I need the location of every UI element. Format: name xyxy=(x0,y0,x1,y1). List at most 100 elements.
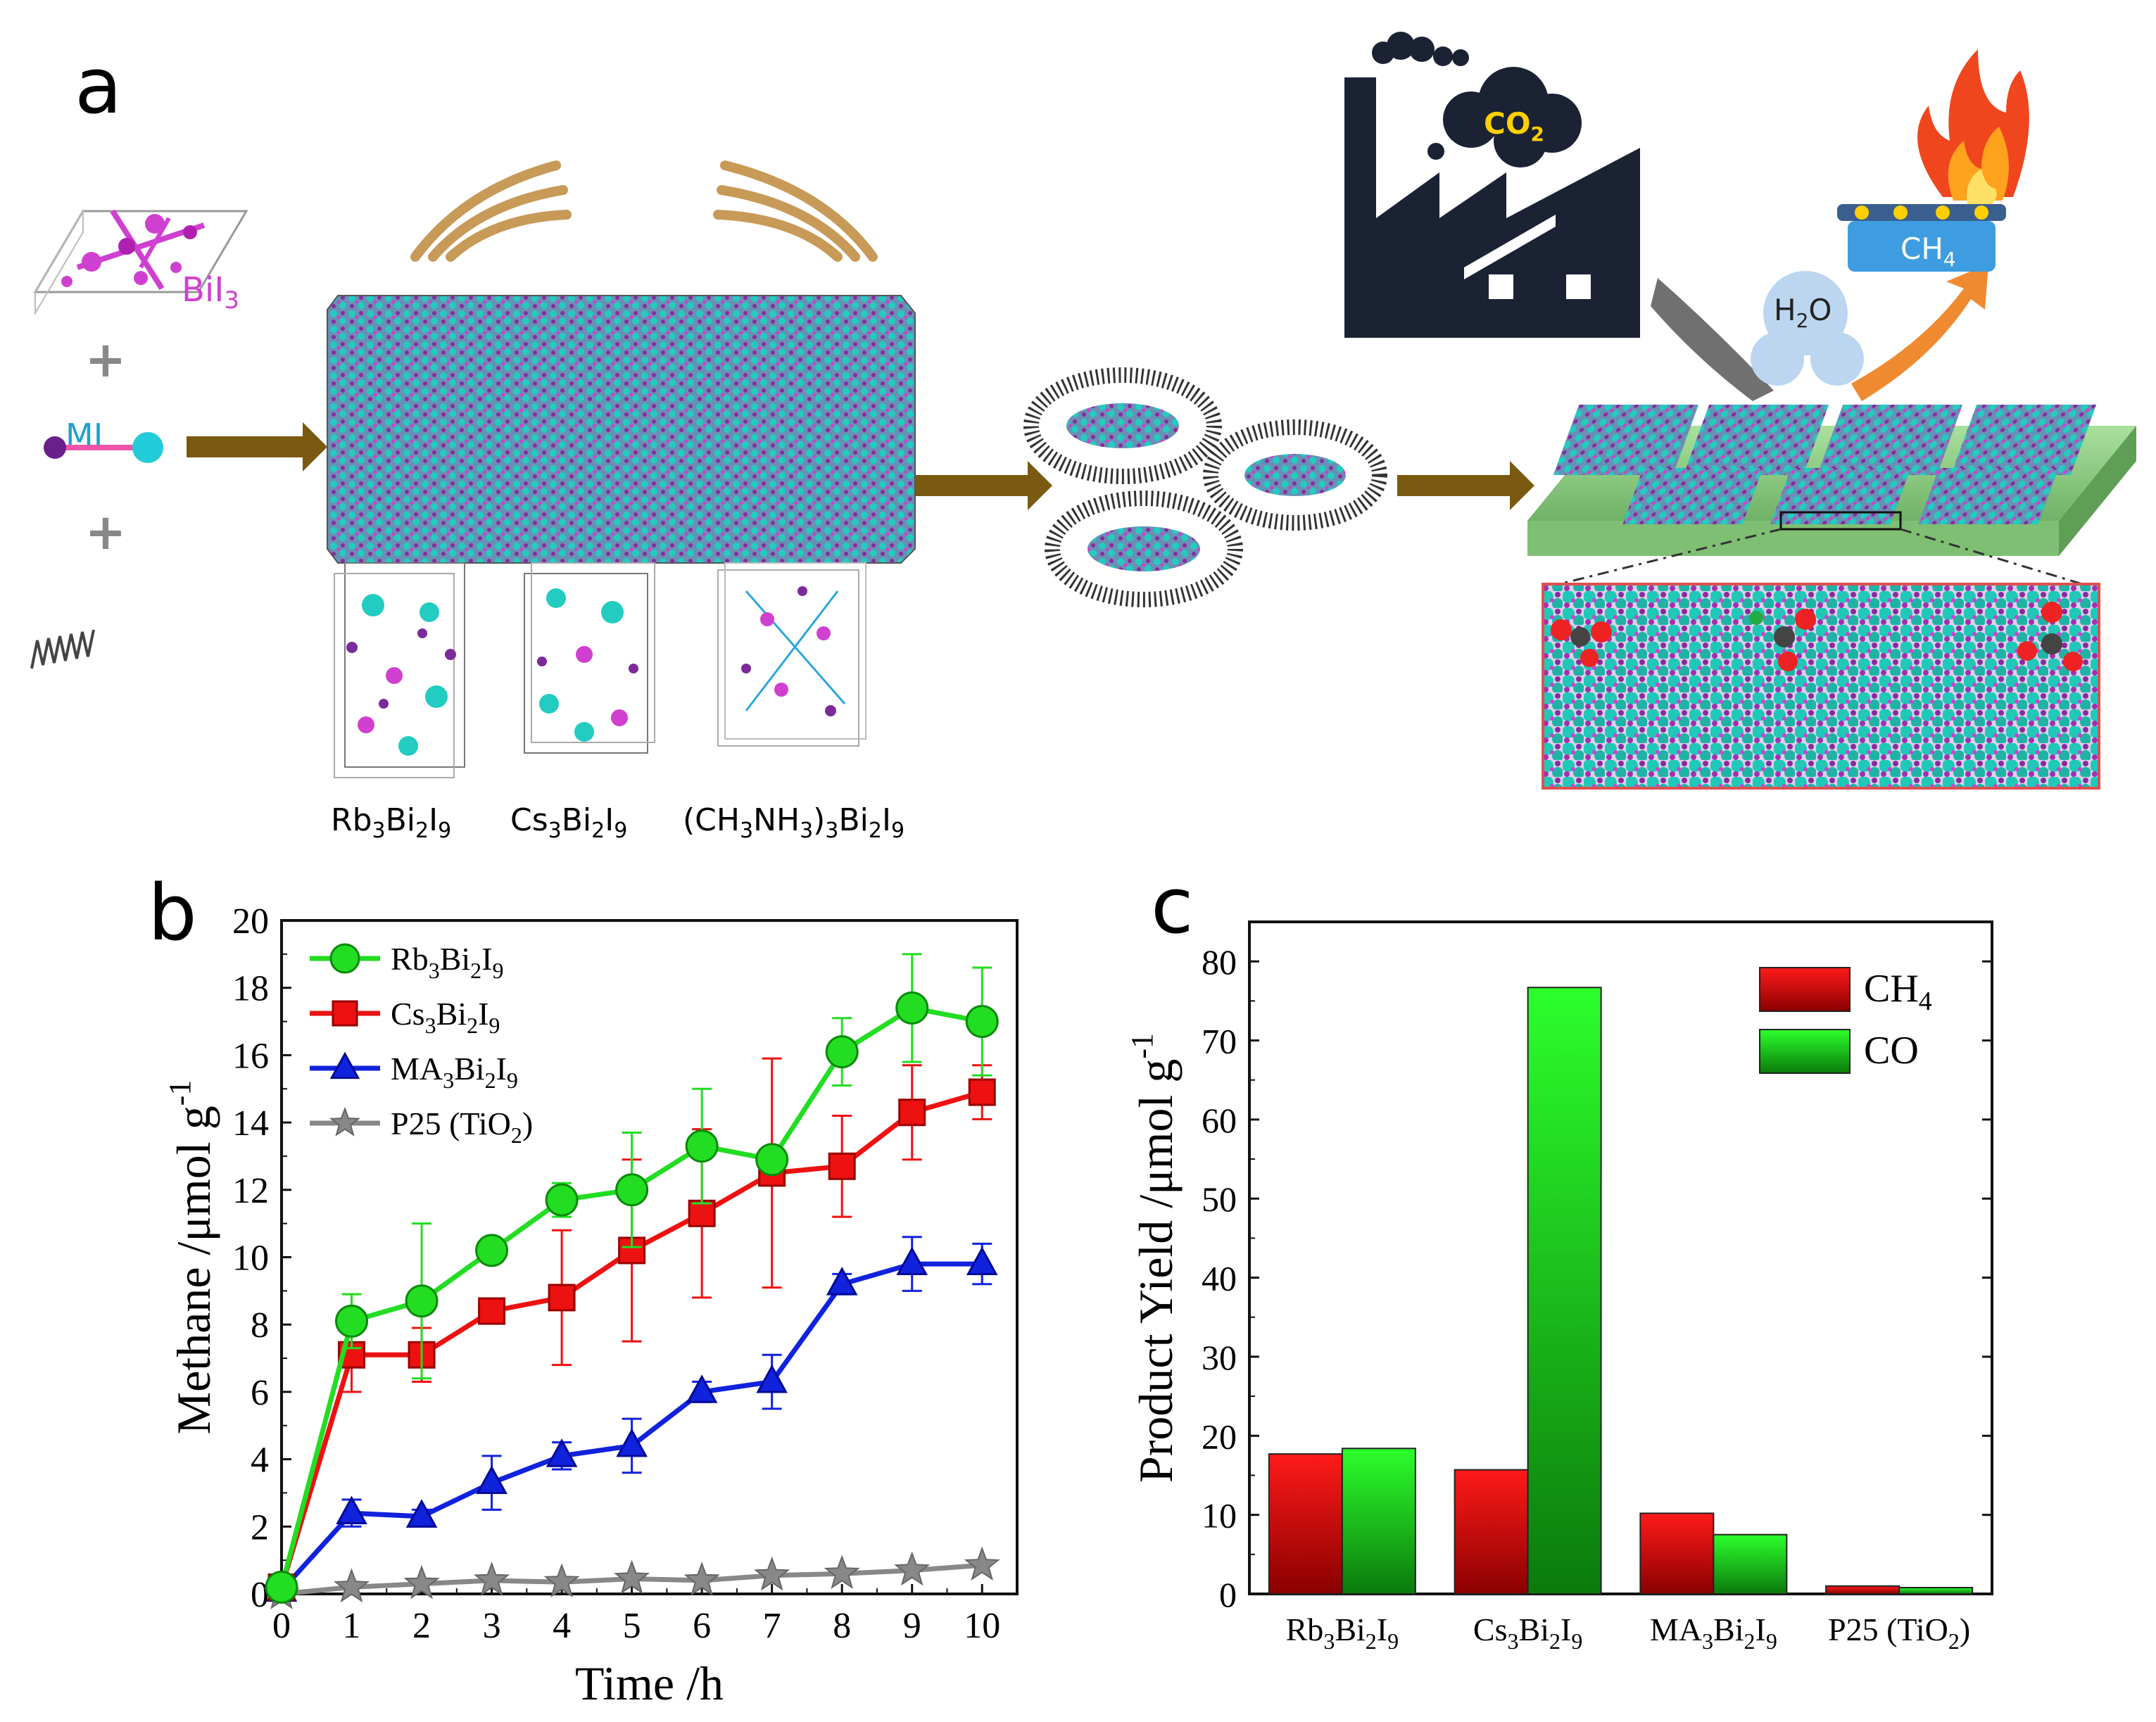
h2o-label: H2O xyxy=(1774,293,1832,332)
bar-CH4-Rb3Bi2I9 xyxy=(1268,1453,1343,1595)
data-point xyxy=(473,1562,510,1596)
legend: CH4 CO xyxy=(1759,967,1932,1074)
data-point xyxy=(616,1428,648,1457)
co2-adsorbate-3 xyxy=(2017,602,2083,671)
nanoparticle-3 xyxy=(1203,419,1387,531)
photocatalyst-substrate xyxy=(1527,405,2136,556)
y-tick-label: 0 xyxy=(1219,1575,1237,1614)
bar-CH4-Cs3Bi2I9 xyxy=(1454,1469,1529,1595)
y-tick-label: 30 xyxy=(1202,1338,1237,1377)
x-tick-label: 6 xyxy=(693,1606,711,1646)
rb3bi2i9-unit-cell xyxy=(334,562,465,778)
surface-zoom-inset xyxy=(1542,583,2100,790)
data-point xyxy=(265,1570,298,1604)
category-label: Rb3Bi2I9 xyxy=(1286,1612,1399,1654)
category-label: P25 (TiO2) xyxy=(1828,1612,1970,1654)
data-point xyxy=(896,1246,928,1275)
data-point xyxy=(685,1129,719,1163)
series-P25 (TiO2) xyxy=(263,1546,1000,1609)
data-point xyxy=(825,1035,859,1069)
co2-label: CO2 xyxy=(1484,106,1544,146)
x-tick-label: 2 xyxy=(412,1606,431,1646)
legend: Rb3Bi2I9 Cs3Bi2I9 MA3Bi2I9 P25 (TiO2) xyxy=(310,941,533,1148)
ligand-chain-icon xyxy=(30,629,95,669)
y-tick-label: 16 xyxy=(232,1036,269,1076)
y-tick-label: 20 xyxy=(232,901,269,942)
x-tick-label: 4 xyxy=(553,1606,571,1646)
data-point xyxy=(403,1564,440,1600)
data-point xyxy=(826,1267,858,1296)
co2-flow-arrow xyxy=(1651,278,1774,401)
panel-c-label: c xyxy=(1151,861,1193,951)
cs3bi2i9-unit-cell xyxy=(524,562,655,754)
legend-label: Rb3Bi2I9 xyxy=(391,941,503,983)
y-tick-label: 40 xyxy=(1202,1259,1237,1298)
bar-CH4-P25 (TiO2) xyxy=(1825,1585,1900,1595)
ma3bi2i9-unit-cell xyxy=(717,562,866,747)
y-tick-label: 12 xyxy=(232,1171,269,1211)
x-tick-label: 0 xyxy=(272,1606,291,1646)
x-tick-label: 9 xyxy=(903,1606,921,1646)
data-point xyxy=(545,1183,579,1217)
data-point xyxy=(478,1297,506,1325)
data-point xyxy=(475,1234,509,1267)
x-tick-label: 3 xyxy=(483,1606,501,1646)
data-point xyxy=(614,1559,650,1595)
y-tick-label: 14 xyxy=(232,1103,269,1144)
y-tick-label: 20 xyxy=(1202,1417,1237,1456)
data-point xyxy=(965,1005,999,1039)
data-point xyxy=(688,1199,716,1227)
y-tick-label: 10 xyxy=(232,1239,269,1279)
data-point xyxy=(895,991,929,1025)
flame-icon xyxy=(1917,49,2029,204)
gas-burner-icon xyxy=(1837,204,2006,272)
data-point xyxy=(336,1495,367,1525)
structure-label-rb: Rb3Bi2I9 xyxy=(331,802,451,843)
x-tick-label: 1 xyxy=(343,1606,361,1646)
y-axis-title: Methane /μmol g-1 xyxy=(163,1080,220,1435)
data-point xyxy=(546,1438,578,1467)
co2-adsorbate-1 xyxy=(1551,619,1612,667)
series-Rb3Bi2I9 xyxy=(265,953,999,1604)
bii3-label: BiI3 xyxy=(182,270,239,315)
x-tick-label: 10 xyxy=(964,1606,1000,1646)
data-point xyxy=(548,1284,576,1312)
series-MA3Bi2I9 xyxy=(265,1236,998,1602)
plus-sign-2: + xyxy=(85,503,127,561)
ch4-flow-arrow xyxy=(1851,264,1988,401)
plus-sign-1: + xyxy=(85,331,127,388)
category-label: MA3Bi2I9 xyxy=(1650,1612,1777,1654)
y-tick-label: 18 xyxy=(232,969,269,1009)
arrow-3-icon xyxy=(1397,461,1534,510)
arrow-1-icon xyxy=(187,422,327,471)
data-point xyxy=(828,1152,856,1180)
y-tick-label: 2 xyxy=(251,1507,269,1547)
structure-label-ma: (CH3NH3)3Bi2I9 xyxy=(683,802,904,843)
nanoparticle-2 xyxy=(1045,490,1243,607)
data-point xyxy=(615,1173,649,1207)
ch4-burner-label: CH4 xyxy=(1900,232,1956,271)
zoom-lines xyxy=(1544,528,2095,589)
data-point xyxy=(543,1563,580,1598)
legend-label: CO xyxy=(1864,1029,1919,1072)
legend-marker xyxy=(329,1106,361,1137)
factory-icon xyxy=(1341,21,1644,341)
h2o-cloud-icon xyxy=(1751,271,1864,386)
x-tick-label: 5 xyxy=(623,1606,641,1646)
x-tick-label: 7 xyxy=(763,1606,781,1646)
data-point xyxy=(333,1568,370,1603)
legend-marker xyxy=(332,1000,358,1027)
arrow-2-icon xyxy=(915,461,1052,510)
perovskite-bulk-crystal xyxy=(327,295,916,564)
data-point xyxy=(898,1099,926,1127)
data-point xyxy=(968,1078,996,1106)
data-point xyxy=(686,1374,718,1403)
panel-a-schematic: a BiI3 + MI + xyxy=(30,21,2136,843)
y-tick-label: 50 xyxy=(1202,1179,1237,1219)
category-label: Cs3Bi2I9 xyxy=(1473,1612,1582,1654)
legend-label: Cs3Bi2I9 xyxy=(391,996,500,1038)
bar-CO-MA3Bi2I9 xyxy=(1713,1533,1788,1595)
plot-frame xyxy=(1248,920,1993,1595)
